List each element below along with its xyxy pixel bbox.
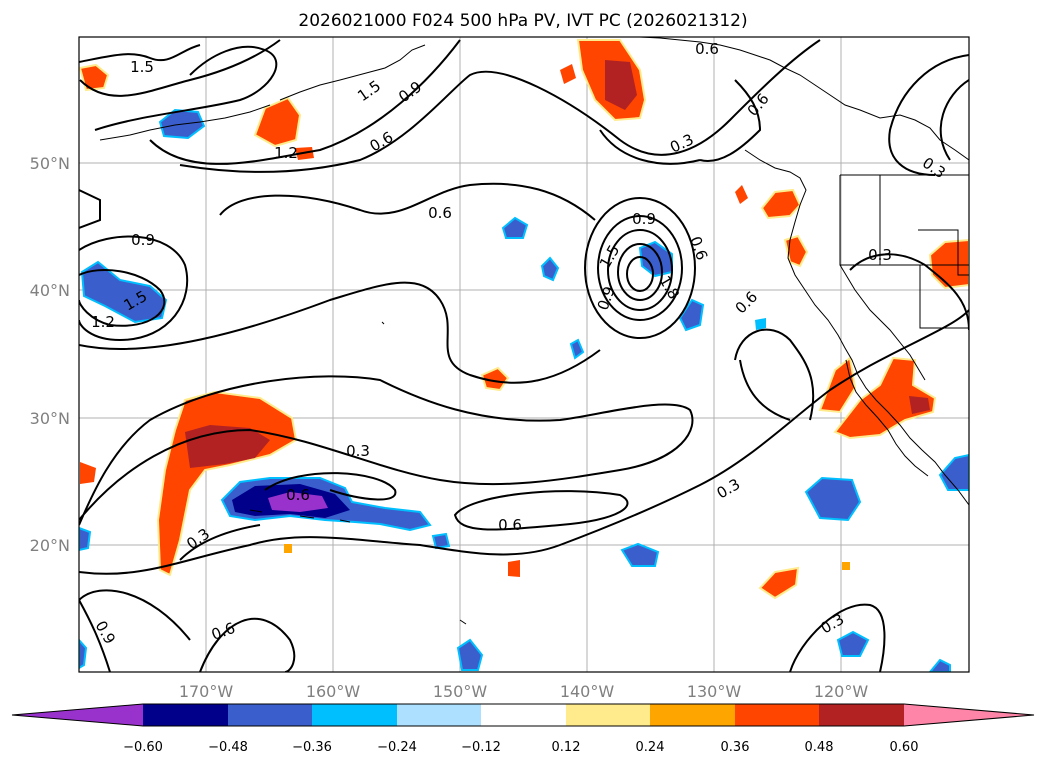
lat-label: 30°N xyxy=(30,409,70,428)
colorbar-tick-label: 0.12 xyxy=(552,740,581,755)
contour-label: 0.6 xyxy=(498,516,522,534)
colorbar-segment xyxy=(735,704,819,726)
contour-label: 0.6 xyxy=(695,40,719,58)
lon-label: 170°W xyxy=(179,682,234,701)
contour-label: 0.6 xyxy=(428,204,452,222)
colorbar-segment xyxy=(397,704,481,726)
contour-label: 0.9 xyxy=(131,231,155,249)
contour-label: 1.2 xyxy=(274,144,298,162)
colorbar-tick-label: −0.48 xyxy=(208,740,248,755)
colorbar-extend-max xyxy=(904,704,1034,726)
contour-label: 0.3 xyxy=(868,246,892,264)
colorbar: −0.60 −0.48 −0.36 −0.24 −0.12 0.12 0.24 … xyxy=(11,703,1035,755)
contour-label: 0.6 xyxy=(286,486,310,504)
lon-label: 130°W xyxy=(687,682,742,701)
latitude-labels: 50°N 40°N 30°N 20°N xyxy=(30,154,70,555)
ivt-negative-anomalies xyxy=(79,108,969,672)
colorbar-segment xyxy=(819,704,904,726)
contour-label: 0.3 xyxy=(346,442,370,460)
colorbar-tick-label: −0.12 xyxy=(461,740,501,755)
lon-label: 160°W xyxy=(306,682,361,701)
lon-label: 140°W xyxy=(560,682,615,701)
colorbar-tick-label: −0.36 xyxy=(292,740,332,755)
map-panel xyxy=(79,37,969,672)
lon-label: 150°W xyxy=(433,682,488,701)
pv-contours xyxy=(79,39,969,672)
contour-label: 1.5 xyxy=(130,58,154,76)
lat-label: 20°N xyxy=(30,536,70,555)
contour-label: 1.2 xyxy=(91,313,115,331)
colorbar-extend-min xyxy=(12,704,143,726)
longitude-labels: 170°W 160°W 150°W 140°W 130°W 120°W xyxy=(179,682,869,701)
colorbar-segment xyxy=(650,704,735,726)
colorbar-tick-label: 0.24 xyxy=(636,740,665,755)
lon-label: 120°W xyxy=(814,682,869,701)
colorbar-tick-label: −0.24 xyxy=(377,740,417,755)
colorbar-tick-label: −0.60 xyxy=(123,740,163,755)
colorbar-tick-label: 0.60 xyxy=(890,740,919,755)
colorbar-segment xyxy=(228,704,312,726)
colorbar-segment xyxy=(566,704,650,726)
colorbar-tick-label: 0.48 xyxy=(805,740,834,755)
lat-label: 50°N xyxy=(30,154,70,173)
colorbar-tick-label: 0.36 xyxy=(721,740,750,755)
map-frame xyxy=(78,36,970,673)
lat-label: 40°N xyxy=(30,281,70,300)
colorbar-outline xyxy=(11,703,1035,727)
contour-label: 0.9 xyxy=(632,210,656,228)
map-title: 2026021000 F024 500 hPa PV, IVT PC (2026… xyxy=(298,11,747,31)
colorbar-segment xyxy=(143,704,228,726)
colorbar-segment xyxy=(312,704,397,726)
colorbar-segment xyxy=(481,704,566,726)
